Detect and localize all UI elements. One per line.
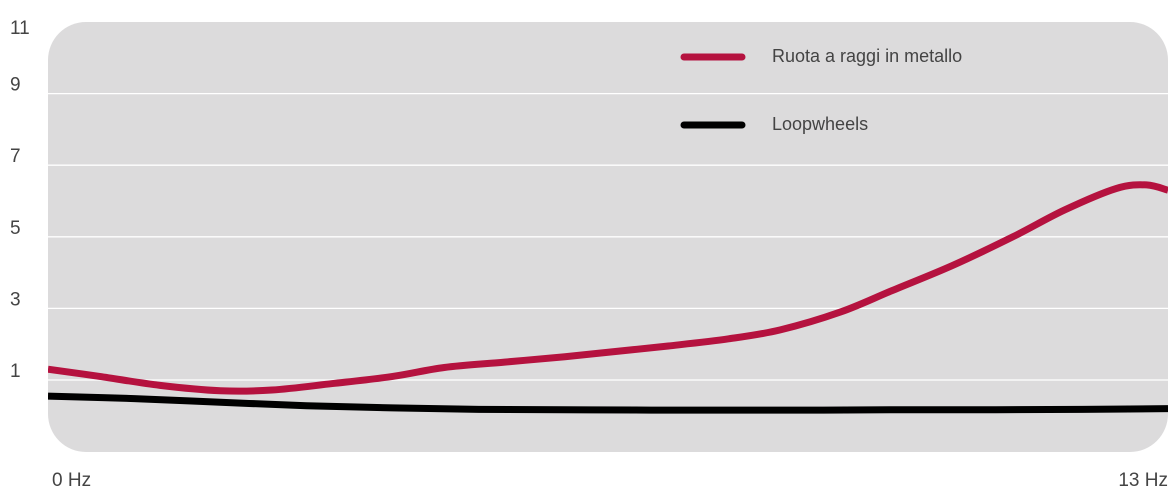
legend-label: Ruota a raggi in metallo (772, 46, 962, 66)
series-line-loopwheels (48, 392, 1168, 414)
series-group (48, 181, 1168, 414)
x-tick-label: 0 Hz (52, 470, 91, 491)
legend-label: Loopwheels (772, 114, 868, 134)
gridlines (48, 92, 1168, 381)
legend: Ruota a raggi in metallo Loopwheels (680, 46, 962, 134)
x-tick-label: 13 Hz (1118, 470, 1168, 491)
y-tick-label: 11 (10, 18, 30, 39)
y-tick-label: 3 (10, 289, 21, 310)
y-axis-ticks: 1 3 5 7 9 11 (10, 18, 30, 382)
x-axis-ticks: 0 Hz 13 Hz (52, 470, 1168, 491)
y-tick-label: 1 (10, 361, 21, 382)
y-tick-label: 9 (10, 75, 21, 96)
y-tick-label: 5 (10, 218, 21, 239)
series-line-ruota-a-raggi-in-metallo (48, 181, 1168, 395)
y-tick-label: 7 (10, 146, 21, 167)
